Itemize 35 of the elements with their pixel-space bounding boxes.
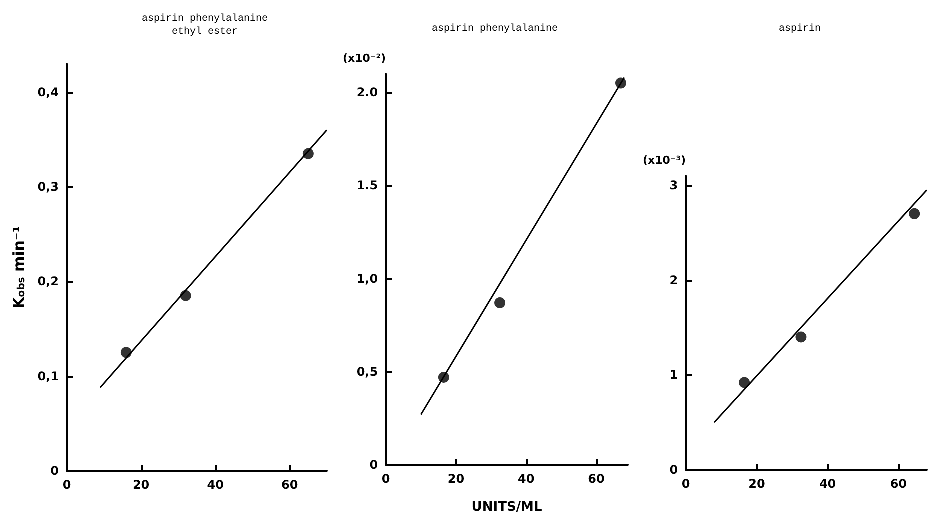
- y-axis-title: (x10⁻²): [342, 52, 386, 65]
- chart-title: aspirin: [778, 23, 822, 35]
- x-tick-label: 20: [448, 472, 465, 486]
- y-axis-title: Kobs min⁻¹: [10, 226, 28, 309]
- y-tick-label: 3: [670, 178, 678, 192]
- x-tick-label: 60: [890, 477, 908, 491]
- y-tick-label: 1,0: [356, 272, 378, 286]
- y-axis-title: (x10⁻³): [642, 154, 686, 167]
- x-tick-label: 60: [588, 472, 605, 486]
- y-tick-label: 0,3: [38, 180, 59, 194]
- x-tick-label: 0: [62, 478, 72, 492]
- y-tick-label: 2: [670, 273, 678, 288]
- x-tick-label: 40: [819, 477, 836, 491]
- x-tick-label: 20: [132, 478, 150, 492]
- y-tick-label: 0,5: [356, 364, 378, 379]
- y-tick-label: 0,4: [38, 85, 59, 100]
- x-tick-label: 0: [682, 477, 690, 491]
- x-tick-label: 60: [282, 478, 298, 492]
- x-tick-label: 0: [382, 472, 390, 486]
- point: [494, 298, 506, 309]
- x-tick-label: 40: [207, 478, 224, 492]
- point: [796, 332, 807, 343]
- x-axis-title: UNITS/ML: [472, 500, 542, 515]
- y-tick-label: 0,2: [38, 274, 59, 289]
- y-tick-label: 1: [670, 368, 678, 382]
- chart-title: aspirin phenylalanine ethyl ester: [142, 13, 268, 38]
- y-tick-label: 0: [670, 463, 678, 477]
- y-tick-label: 1.5: [356, 178, 378, 193]
- chart-title: aspirin phenylalanine: [432, 23, 558, 35]
- y-tick-label: 0: [370, 458, 378, 472]
- x-tick-label: 40: [518, 472, 535, 486]
- x-tick-label: 20: [748, 477, 766, 491]
- y-tick-label: 0,1: [38, 369, 59, 384]
- y-tick-label: 2.0: [356, 86, 378, 100]
- point: [909, 208, 920, 220]
